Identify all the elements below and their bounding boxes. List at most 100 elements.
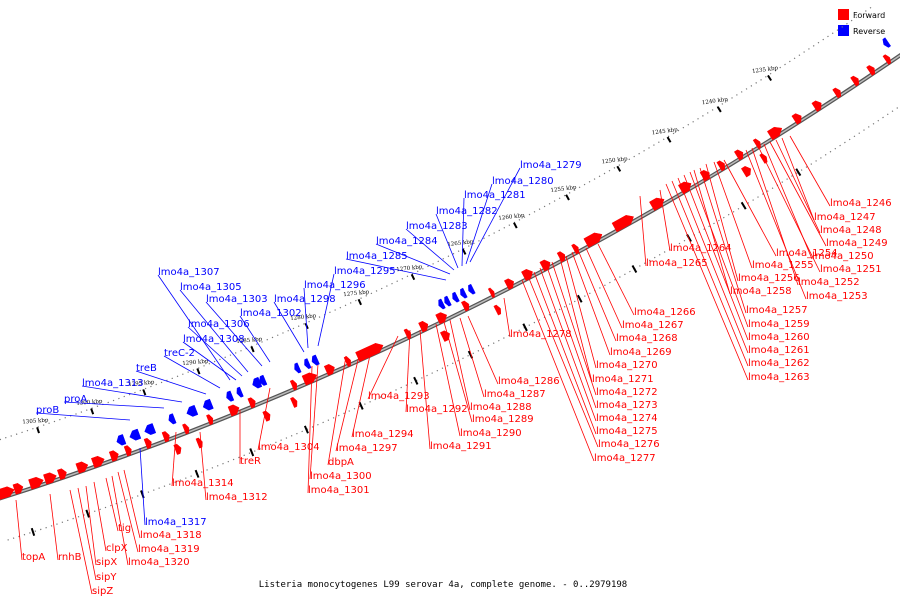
- gene-label-lmo4a-1305: lmo4a_1305: [180, 282, 242, 293]
- gene-label-lmo4a-1285: lmo4a_1285: [346, 251, 408, 262]
- scale-tick-label: 1270 kbp: [396, 264, 423, 273]
- forward-gene-arrow: [766, 126, 783, 141]
- gene-label-lmo4a-1250: lmo4a_1250: [812, 251, 874, 262]
- leader-line: [307, 365, 313, 494]
- lower-scale-tick: [194, 469, 200, 478]
- gene-label-lmo4a-1260: lmo4a_1260: [748, 332, 810, 343]
- reverse-gene-arrow: [116, 434, 127, 446]
- scale-tick: [196, 368, 201, 375]
- leader-line: [577, 249, 617, 342]
- gene-label-treb: treB: [136, 363, 157, 374]
- lower-scale-tick: [358, 401, 364, 410]
- leader-line: [559, 257, 593, 383]
- scale-ticks: 1235 kbp 1240 kbp 1245 kbp 1250 kbp 1255 kbp…: [0, 5, 900, 541]
- scale-tick: [142, 389, 147, 396]
- forward-gene-arrow: [206, 414, 214, 426]
- reverse-gene-arrow: [438, 298, 446, 310]
- gene-label-lmo4a-1269: lmo4a_1269: [610, 347, 672, 358]
- leader-line: [49, 493, 59, 561]
- leader-line: [769, 141, 827, 247]
- leader-line: [665, 183, 749, 381]
- gene-label-lmo4a-1257: lmo4a_1257: [746, 305, 808, 316]
- reverse-legend-label: Reverse: [853, 27, 885, 36]
- leader-line: [273, 301, 305, 353]
- leader-line: [467, 315, 499, 385]
- reverse-gene-arrow: [186, 404, 199, 417]
- leader-line: [375, 243, 451, 275]
- gene-label-lmo4a-1288: lmo4a_1288: [470, 402, 532, 413]
- gene-label-lmo4a-1313: lmo4a_1313: [82, 378, 144, 389]
- forward-gene-arrow: [439, 330, 450, 342]
- gene-label-lmo4a-1320: lmo4a_1320: [128, 557, 190, 568]
- leader-line: [15, 499, 23, 561]
- gene-label-lmo4a-1304: lmo4a_1304: [258, 442, 320, 453]
- gene-label-lmo4a-1274: lmo4a_1274: [596, 413, 658, 424]
- leader-line: [677, 177, 749, 354]
- forward-gene-arrow: [227, 404, 240, 417]
- leader-line: [63, 401, 165, 409]
- gene-label-lmo4a-1312: lmo4a_1312: [206, 492, 268, 503]
- leader-line: [327, 355, 347, 466]
- gene-label-lmo4a-1283: lmo4a_1283: [406, 221, 468, 232]
- gene-label-lmo4a-1287: lmo4a_1287: [484, 389, 546, 400]
- leader-line: [367, 335, 399, 400]
- gene-label-lmo4a-1294: lmo4a_1294: [352, 429, 414, 440]
- leader-line: [117, 471, 139, 553]
- forward-gene-arrow: [866, 65, 876, 76]
- gene-label-lmo4a-1254: lmo4a_1254: [776, 248, 838, 259]
- leader-line: [469, 167, 521, 263]
- gene-label-lmo4a-1275: lmo4a_1275: [596, 426, 658, 437]
- forward-gene-arrow: [521, 269, 533, 282]
- leader-line: [435, 213, 459, 269]
- leader-line: [465, 183, 493, 265]
- gene-label-lmo4a-1279: lmo4a_1279: [520, 160, 582, 171]
- forward-gene-arrow: [301, 372, 318, 386]
- lower-scale-tick: [795, 168, 802, 177]
- forward-gene-arrow: [611, 215, 634, 233]
- leader-line: [205, 301, 263, 367]
- scale-tick: [716, 106, 722, 113]
- forward-gene-arrow: [740, 166, 751, 178]
- lower-scale-tick: [631, 265, 638, 273]
- reverse-gene-arrow: [444, 295, 452, 307]
- forward-gene-arrow: [108, 450, 119, 462]
- gene-features: [0, 37, 892, 500]
- gene-label-trer: treR: [240, 456, 261, 467]
- scale-tick: [616, 165, 622, 172]
- gene-label-lmo4a-1280: lmo4a_1280: [492, 176, 554, 187]
- leader-line: [123, 469, 141, 539]
- scale-tick-label: 1265 kbp: [447, 239, 474, 248]
- gene-label-sipz: sipZ: [92, 586, 113, 597]
- leader-line: [239, 315, 271, 363]
- gene-label-rnhb: rnhB: [58, 552, 82, 563]
- gene-label-trec-2: treC-2: [164, 348, 195, 359]
- forward-gene-arrow: [699, 169, 710, 182]
- leader-line: [351, 345, 373, 438]
- leader-line: [565, 255, 597, 369]
- leader-line: [139, 447, 146, 526]
- forward-gene-arrow: [290, 397, 298, 408]
- leader-line: [317, 273, 335, 347]
- scale-tick-label: 1250 kbp: [601, 156, 628, 165]
- gene-label-lmo4a-1263: lmo4a_1263: [748, 372, 810, 383]
- leader-line: [551, 261, 597, 396]
- forward-gene-arrow: [0, 486, 15, 500]
- forward-legend-label: Forward: [853, 11, 885, 20]
- scale-tick: [90, 408, 95, 415]
- gene-label-lmo4a-1266: lmo4a_1266: [634, 307, 696, 318]
- leader-line: [683, 174, 749, 341]
- leader-line: [539, 267, 597, 422]
- leader-line: [751, 147, 799, 286]
- forward-gene-arrow: [759, 153, 768, 164]
- gene-label-lmo4a-1284: lmo4a_1284: [376, 236, 438, 247]
- forward-gene-arrow: [716, 160, 726, 172]
- scale-tick: [767, 74, 773, 82]
- scale-tick: [513, 222, 518, 229]
- forward-gene-arrow: [677, 181, 692, 195]
- gene-label-dbpa: dbpA: [328, 457, 354, 468]
- gene-label-lmo4a-1264: lmo4a_1264: [670, 243, 732, 254]
- forward-gene-arrow: [882, 54, 892, 65]
- gene-label-sipx: sipX: [96, 557, 117, 568]
- gene-label-lmo4a-1270: lmo4a_1270: [596, 360, 658, 371]
- reverse-gene-arrow: [252, 376, 263, 389]
